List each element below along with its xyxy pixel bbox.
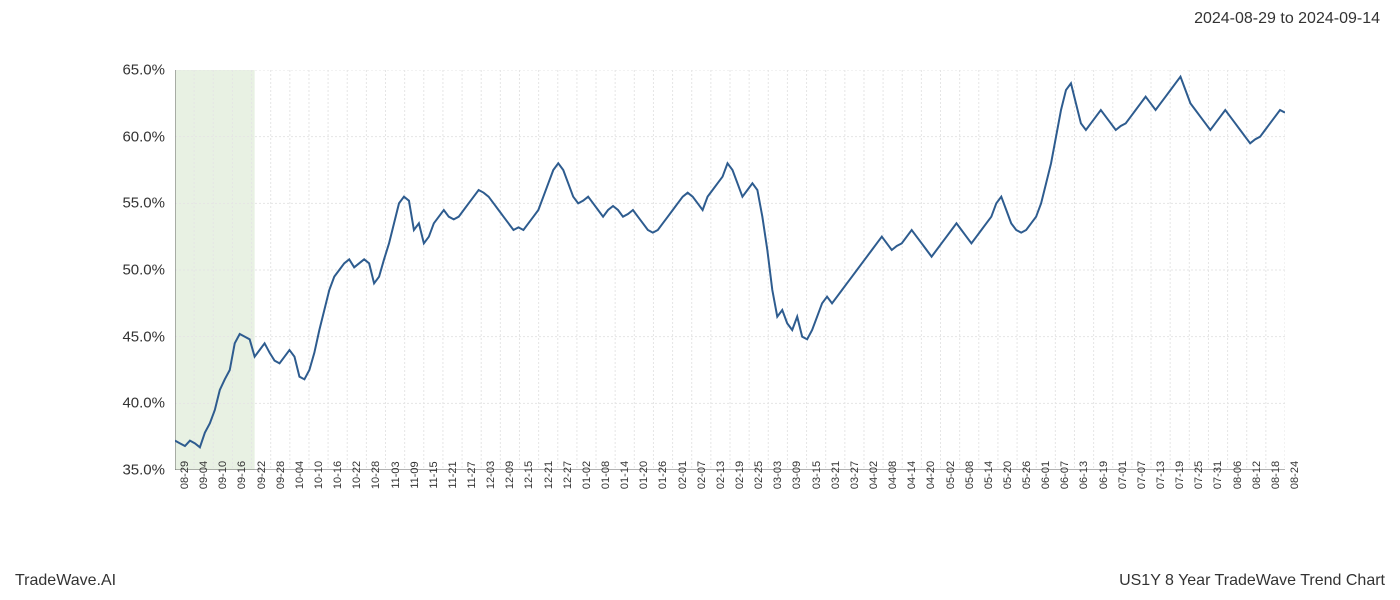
- footer-chart-title: US1Y 8 Year TradeWave Trend Chart: [1119, 572, 1385, 590]
- x-tick-label: 02-01: [677, 461, 689, 489]
- x-tick-label: 06-07: [1059, 461, 1071, 489]
- x-tick-label: 07-07: [1136, 461, 1148, 489]
- y-tick-label: 65.0%: [95, 62, 165, 79]
- x-tick-label: 09-22: [256, 461, 268, 489]
- chart-container: [175, 70, 1285, 470]
- x-tick-label: 11-03: [390, 461, 402, 488]
- footer-brand: TradeWave.AI: [15, 572, 116, 590]
- x-tick-label: 03-27: [849, 461, 861, 489]
- x-tick-label: 04-20: [925, 461, 937, 489]
- x-tick-label: 11-09: [409, 461, 421, 488]
- x-tick-label: 02-13: [715, 461, 727, 489]
- x-tick-label: 11-27: [466, 461, 478, 488]
- x-tick-label: 01-08: [600, 461, 612, 489]
- x-tick-label: 10-10: [313, 461, 325, 489]
- x-tick-label: 03-03: [772, 461, 784, 489]
- x-tick-label: 05-20: [1002, 461, 1014, 489]
- y-tick-label: 35.0%: [95, 462, 165, 479]
- x-tick-label: 05-14: [983, 461, 995, 489]
- trend-chart-svg: [175, 70, 1285, 470]
- y-tick-label: 45.0%: [95, 328, 165, 345]
- x-tick-label: 08-12: [1251, 461, 1263, 489]
- x-tick-label: 03-21: [830, 461, 842, 489]
- x-tick-label: 12-21: [543, 461, 555, 489]
- x-axis-labels: 08-2909-0409-1009-1609-2209-2810-0410-10…: [175, 475, 1285, 555]
- x-tick-label: 06-13: [1078, 461, 1090, 489]
- x-tick-label: 01-14: [619, 461, 631, 489]
- x-tick-label: 01-26: [657, 461, 669, 489]
- x-tick-label: 11-21: [447, 461, 459, 488]
- x-tick-label: 12-27: [562, 461, 574, 489]
- x-tick-label: 03-15: [811, 461, 823, 489]
- y-tick-label: 55.0%: [95, 195, 165, 212]
- x-tick-label: 07-13: [1155, 461, 1167, 489]
- x-tick-label: 02-07: [696, 461, 708, 489]
- y-tick-label: 40.0%: [95, 395, 165, 412]
- x-tick-label: 04-14: [906, 461, 918, 489]
- x-tick-label: 07-25: [1193, 461, 1205, 489]
- x-tick-label: 09-28: [275, 461, 287, 489]
- x-tick-label: 08-18: [1270, 461, 1282, 489]
- x-tick-label: 07-01: [1117, 461, 1129, 489]
- x-tick-label: 12-09: [504, 461, 516, 489]
- x-tick-label: 09-10: [217, 461, 229, 489]
- y-axis-labels: 35.0%40.0%45.0%50.0%55.0%60.0%65.0%: [95, 70, 165, 470]
- x-tick-label: 10-22: [351, 461, 363, 489]
- x-tick-label: 09-04: [198, 461, 210, 489]
- x-tick-label: 07-31: [1212, 461, 1224, 489]
- x-tick-label: 01-02: [581, 461, 593, 489]
- x-tick-label: 06-01: [1040, 461, 1052, 489]
- x-tick-label: 10-16: [332, 461, 344, 489]
- x-tick-label: 12-03: [485, 461, 497, 489]
- x-tick-label: 01-20: [638, 461, 650, 489]
- x-tick-label: 08-29: [179, 461, 191, 489]
- x-tick-label: 05-26: [1021, 461, 1033, 489]
- x-tick-label: 05-02: [945, 461, 957, 489]
- x-tick-label: 10-28: [370, 461, 382, 489]
- y-tick-label: 60.0%: [95, 128, 165, 145]
- x-tick-label: 08-24: [1289, 461, 1301, 489]
- x-tick-label: 12-15: [523, 461, 535, 489]
- date-range-text: 2024-08-29 to 2024-09-14: [1194, 10, 1380, 28]
- y-tick-label: 50.0%: [95, 262, 165, 279]
- x-tick-label: 08-06: [1232, 461, 1244, 489]
- x-tick-label: 09-16: [236, 461, 248, 489]
- x-tick-label: 06-19: [1098, 461, 1110, 489]
- x-tick-label: 02-19: [734, 461, 746, 489]
- x-tick-label: 11-15: [428, 461, 440, 488]
- x-tick-label: 10-04: [294, 461, 306, 489]
- x-tick-label: 07-19: [1174, 461, 1186, 489]
- x-tick-label: 04-02: [868, 461, 880, 489]
- x-tick-label: 05-08: [964, 461, 976, 489]
- x-tick-label: 02-25: [753, 461, 765, 489]
- x-tick-label: 03-09: [791, 461, 803, 489]
- x-tick-label: 04-08: [887, 461, 899, 489]
